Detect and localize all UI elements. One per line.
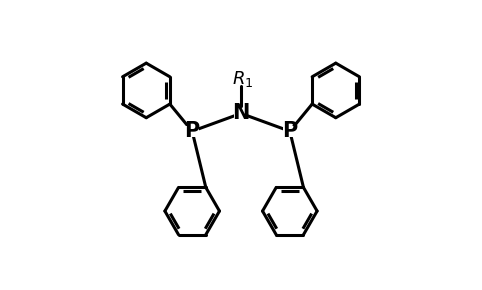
Bar [234,108,248,119]
Bar [283,126,296,137]
Text: $R_1$: $R_1$ [232,69,253,89]
Text: N: N [232,104,250,124]
Bar [186,126,199,137]
Text: P: P [185,121,200,141]
Text: P: P [282,121,297,141]
